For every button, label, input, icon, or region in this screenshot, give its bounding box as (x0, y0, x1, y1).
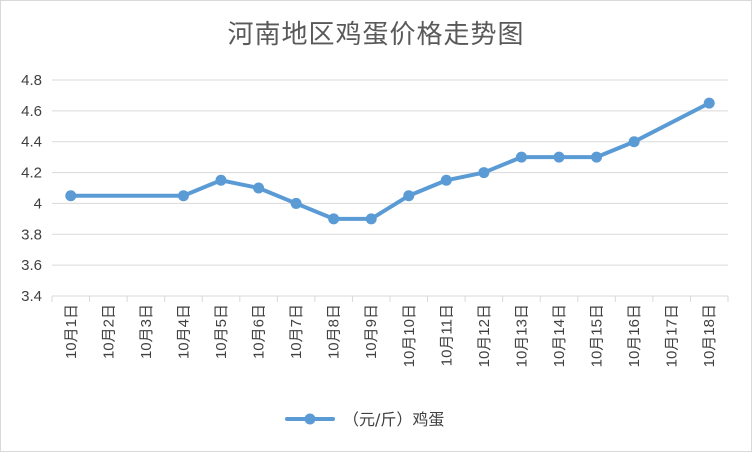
data-point (253, 182, 265, 194)
x-tick-label: 10月3日 (138, 304, 155, 359)
legend: （元/斤）鸡蛋 (285, 410, 444, 429)
y-tick-label: 4.6 (21, 103, 42, 120)
x-tick-label: 10月2日 (100, 304, 117, 359)
x-tick-label: 10月17日 (664, 304, 681, 367)
data-point (553, 151, 565, 163)
data-point (365, 213, 377, 225)
data-point (703, 97, 715, 109)
data-point (290, 197, 302, 209)
y-tick-label: 4.2 (21, 165, 42, 182)
data-point (328, 213, 340, 225)
x-tick-label: 10月12日 (476, 304, 493, 367)
data-point (65, 190, 77, 202)
y-tick-label: 4.8 (21, 72, 42, 89)
x-tick-label: 10月15日 (589, 304, 606, 367)
x-tick-label: 10月16日 (626, 304, 643, 367)
data-point (403, 190, 415, 202)
x-tick-label: 10月18日 (701, 304, 718, 367)
gridlines (52, 79, 728, 266)
data-point (515, 151, 527, 163)
x-tick-label: 10月10日 (401, 304, 418, 367)
x-tick-label: 10月7日 (288, 304, 305, 359)
y-tick-label: 3.6 (21, 257, 42, 274)
x-tick-label: 10月14日 (551, 304, 568, 367)
y-tick-label: 3.8 (21, 226, 42, 243)
x-tick-label: 10月1日 (63, 304, 80, 359)
chart-title: 河南地区鸡蛋价格走势图 (227, 20, 525, 50)
data-point (628, 136, 640, 148)
y-tick-label: 4.4 (21, 134, 42, 151)
x-tick-label: 10月8日 (326, 304, 343, 359)
x-tick-label: 10月6日 (251, 304, 268, 359)
axes: 3.4 3.6 3.8 4 4.2 4.4 4.6 4.8 10月1日 10月2日 10月3日 10月… (21, 72, 729, 367)
x-tick-label: 10月11日 (438, 304, 455, 366)
series (65, 97, 715, 225)
data-point (440, 174, 452, 186)
x-tick-label: 10月5日 (213, 304, 230, 359)
legend-label: （元/斤）鸡蛋 (343, 410, 444, 429)
data-point (478, 167, 490, 179)
x-tick-label: 10月4日 (175, 304, 192, 359)
legend-marker (304, 413, 316, 425)
data-point (215, 174, 227, 186)
data-point (591, 151, 603, 163)
x-tick-label: 10月9日 (363, 304, 380, 359)
y-tick-label: 3.4 (21, 288, 42, 305)
series-line (68, 101, 712, 221)
data-point (177, 190, 189, 202)
y-tick-label: 4 (34, 195, 42, 212)
x-tick-label: 10月13日 (513, 304, 530, 367)
